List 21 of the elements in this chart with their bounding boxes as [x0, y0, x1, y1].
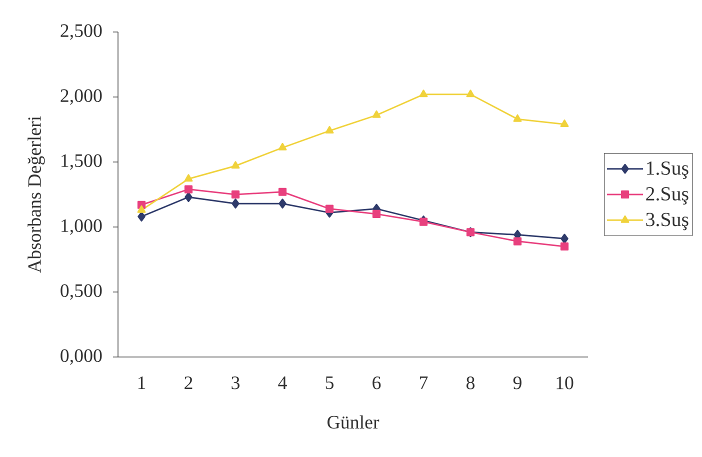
y-tick-label: 0,500	[60, 284, 102, 300]
y-axis-title: Absorbans Değerleri	[28, 116, 45, 273]
x-tick-label: 10	[556, 376, 574, 390]
x-tick-label: 5	[326, 376, 334, 390]
x-tick-label: 6	[372, 376, 381, 390]
legend-label: 2.Suş	[646, 187, 688, 205]
x-tick-label: 9	[513, 376, 522, 390]
x-tick-label: 8	[466, 376, 475, 390]
legend-label: 3.Suş	[646, 212, 688, 230]
x-tick-label: 7	[420, 376, 428, 389]
x-tick-label: 4	[278, 376, 287, 389]
x-axis-title: Günler	[328, 415, 380, 429]
legend-label: 1.Suş	[647, 161, 688, 179]
y-tick-label: 1,500	[62, 154, 102, 170]
y-tick-label: 1,000	[62, 219, 102, 235]
y-tick-label: 0,000	[60, 349, 102, 365]
x-tick-label: 2	[184, 376, 192, 390]
x-tick-label: 3	[232, 376, 240, 390]
y-tick-label: 2,000	[60, 89, 102, 105]
x-tick-label: 1	[138, 376, 146, 389]
y-tick-label: 2,500	[60, 24, 102, 40]
